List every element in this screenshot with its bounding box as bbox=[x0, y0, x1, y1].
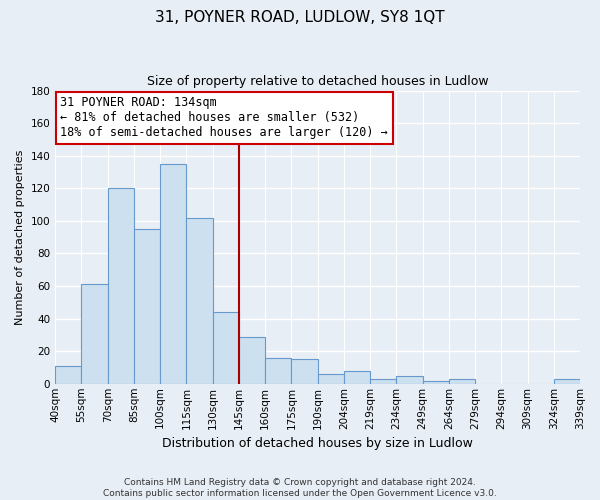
Bar bbox=[134, 229, 160, 384]
Bar bbox=[397, 376, 422, 384]
Bar bbox=[212, 312, 239, 384]
Bar bbox=[107, 188, 134, 384]
Text: Contains HM Land Registry data © Crown copyright and database right 2024.
Contai: Contains HM Land Registry data © Crown c… bbox=[103, 478, 497, 498]
Bar bbox=[82, 284, 107, 384]
Bar bbox=[55, 366, 82, 384]
Bar bbox=[422, 380, 449, 384]
Y-axis label: Number of detached properties: Number of detached properties bbox=[15, 150, 25, 325]
Text: 31, POYNER ROAD, LUDLOW, SY8 1QT: 31, POYNER ROAD, LUDLOW, SY8 1QT bbox=[155, 10, 445, 25]
Bar bbox=[160, 164, 187, 384]
X-axis label: Distribution of detached houses by size in Ludlow: Distribution of detached houses by size … bbox=[162, 437, 473, 450]
Title: Size of property relative to detached houses in Ludlow: Size of property relative to detached ho… bbox=[147, 75, 488, 88]
Bar bbox=[370, 379, 397, 384]
Bar bbox=[317, 374, 344, 384]
Bar bbox=[265, 358, 292, 384]
Bar bbox=[239, 336, 265, 384]
Bar bbox=[292, 360, 317, 384]
Bar bbox=[554, 379, 580, 384]
Bar bbox=[344, 370, 370, 384]
Bar bbox=[187, 218, 212, 384]
Bar bbox=[449, 379, 475, 384]
Text: 31 POYNER ROAD: 134sqm
← 81% of detached houses are smaller (532)
18% of semi-de: 31 POYNER ROAD: 134sqm ← 81% of detached… bbox=[61, 96, 388, 140]
